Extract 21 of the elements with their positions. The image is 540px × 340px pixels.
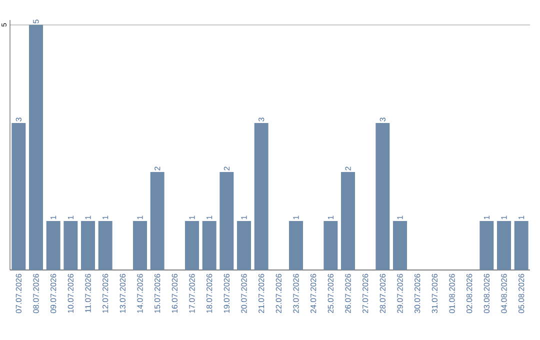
bar	[81, 220, 95, 270]
bar	[393, 220, 408, 270]
bar	[29, 24, 43, 270]
bar	[254, 122, 268, 270]
bar	[64, 220, 78, 270]
bar	[324, 220, 338, 270]
bar	[12, 122, 26, 270]
bar	[341, 172, 356, 270]
bar	[237, 220, 251, 270]
bar	[289, 220, 304, 270]
bar	[514, 220, 528, 270]
bar	[98, 220, 112, 270]
bar	[202, 220, 216, 270]
bar	[480, 220, 494, 270]
bar	[185, 220, 199, 270]
bar	[497, 220, 512, 270]
bar	[220, 172, 234, 270]
bar	[133, 220, 147, 270]
bar	[150, 172, 164, 270]
bar	[376, 122, 390, 270]
bar	[46, 220, 60, 270]
